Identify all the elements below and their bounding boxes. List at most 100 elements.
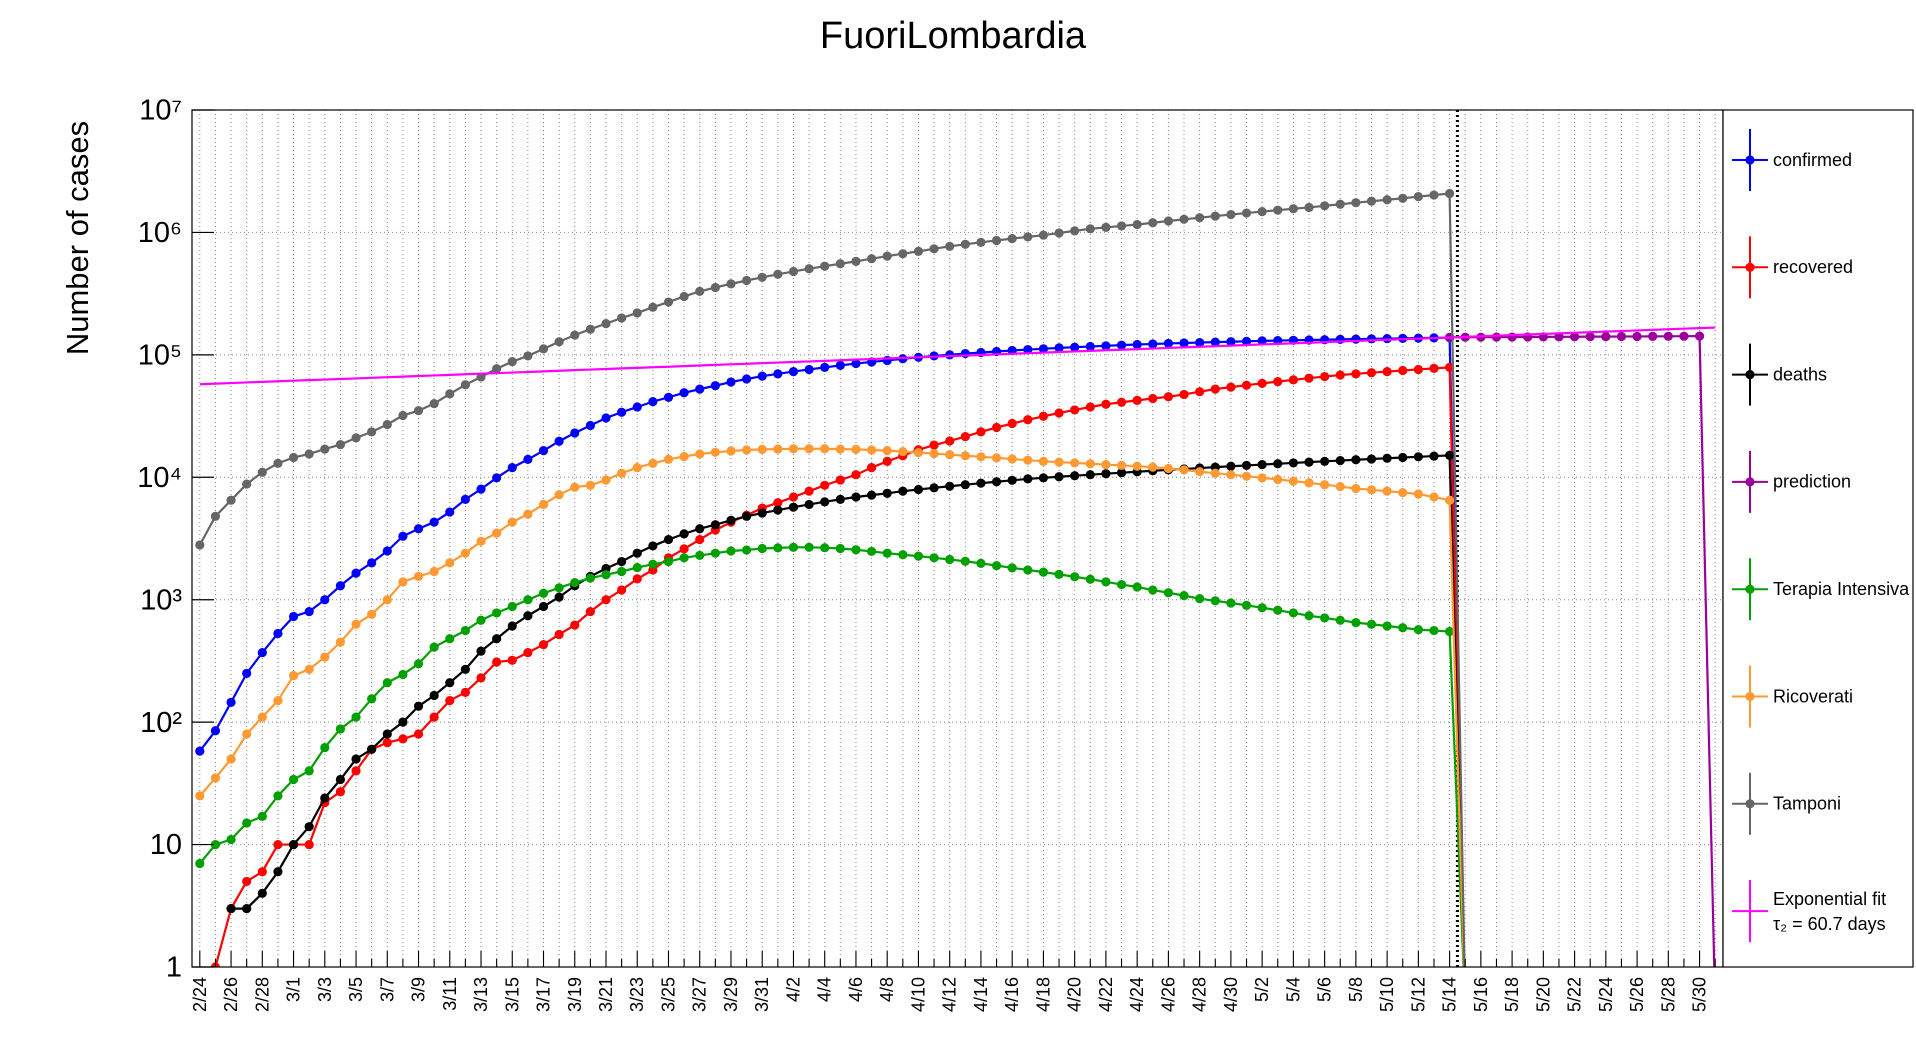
data-point (1195, 594, 1205, 604)
data-point (445, 695, 455, 706)
legend-marker (1745, 370, 1755, 380)
data-point (507, 462, 517, 473)
data-point (335, 724, 346, 734)
data-point (585, 480, 595, 490)
data-point (991, 235, 1002, 246)
data-point (1694, 331, 1705, 341)
data-point (257, 811, 267, 821)
data-point (898, 249, 908, 259)
legend-label: τ₂ = 60.7 days (1773, 914, 1886, 934)
data-point (757, 444, 767, 454)
x-tick-label: 4/22 (1096, 977, 1116, 1012)
data-point (679, 388, 689, 398)
data-point (1257, 473, 1267, 483)
data-point (1179, 591, 1189, 601)
x-tick-label: 5/16 (1471, 977, 1491, 1012)
data-point (1054, 457, 1064, 467)
x-tick-label: 4/30 (1221, 977, 1241, 1012)
data-point (1210, 337, 1220, 347)
data-point (1163, 392, 1174, 402)
data-point (492, 473, 502, 483)
data-point (1007, 563, 1017, 573)
data-point (1101, 577, 1111, 587)
data-point (507, 517, 517, 527)
data-point (367, 558, 377, 568)
data-point (554, 436, 564, 446)
data-point (1429, 625, 1439, 636)
x-tick-label: 5/6 (1315, 977, 1335, 1002)
data-point (1179, 214, 1189, 224)
x-tick-label: 3/5 (346, 977, 366, 1002)
data-point (1101, 469, 1111, 479)
data-point (976, 558, 986, 568)
data-point (773, 269, 783, 279)
data-point (1116, 579, 1127, 590)
data-point (741, 374, 752, 384)
legend-marker (1745, 262, 1755, 272)
data-point (1398, 487, 1408, 498)
data-point (929, 553, 939, 563)
data-point (1398, 452, 1408, 463)
data-point (1304, 611, 1314, 621)
data-point (1320, 456, 1330, 466)
data-point (460, 548, 470, 558)
data-point (226, 754, 236, 764)
x-tick-label: 3/23 (627, 977, 647, 1012)
y-axis-title: Number of cases (60, 121, 95, 355)
data-point (820, 480, 830, 490)
data-point (1429, 363, 1439, 374)
x-tick-label: 3/9 (409, 977, 429, 1002)
data-point (960, 431, 970, 442)
data-point (570, 482, 580, 492)
data-point (1413, 489, 1423, 499)
data-point (976, 478, 986, 488)
data-point (429, 517, 439, 527)
data-point (1101, 459, 1111, 470)
data-point (929, 440, 939, 450)
data-point (1257, 206, 1267, 217)
data-point (1085, 224, 1095, 234)
data-point (804, 264, 814, 274)
legend-box (1722, 109, 1914, 968)
x-tick-label: 5/12 (1408, 977, 1428, 1012)
data-point (1398, 623, 1408, 633)
legend-label: prediction (1773, 472, 1851, 492)
data-point (695, 524, 705, 534)
data-point (398, 577, 408, 587)
data-point (976, 427, 986, 437)
data-point (1085, 574, 1095, 584)
data-point (1241, 460, 1252, 471)
data-point (601, 570, 611, 580)
data-point (788, 444, 799, 454)
x-tick-label: 4/20 (1065, 977, 1085, 1012)
data-point (1429, 190, 1439, 200)
data-point (991, 453, 1002, 463)
data-point (710, 282, 720, 293)
data-point (1273, 376, 1283, 387)
data-point (554, 490, 564, 500)
data-point (882, 488, 892, 498)
data-point (601, 475, 611, 485)
data-point (851, 444, 861, 454)
data-point (1116, 468, 1127, 478)
data-point (1273, 605, 1283, 615)
data-point (663, 534, 674, 545)
data-point (1366, 619, 1377, 629)
data-point (570, 577, 580, 588)
data-point (351, 766, 361, 776)
data-point (835, 360, 845, 371)
data-point (413, 524, 424, 534)
data-point (835, 494, 845, 504)
data-point (320, 595, 330, 605)
data-point (413, 406, 424, 416)
data-point (1148, 462, 1158, 472)
data-point (1226, 337, 1236, 347)
data-point (1038, 344, 1049, 354)
y-tick-label: 10² (140, 707, 182, 739)
data-point (851, 492, 861, 502)
data-point (1616, 331, 1627, 342)
data-point (476, 536, 486, 546)
data-point (695, 534, 705, 545)
x-tick-label: 3/13 (471, 977, 491, 1012)
